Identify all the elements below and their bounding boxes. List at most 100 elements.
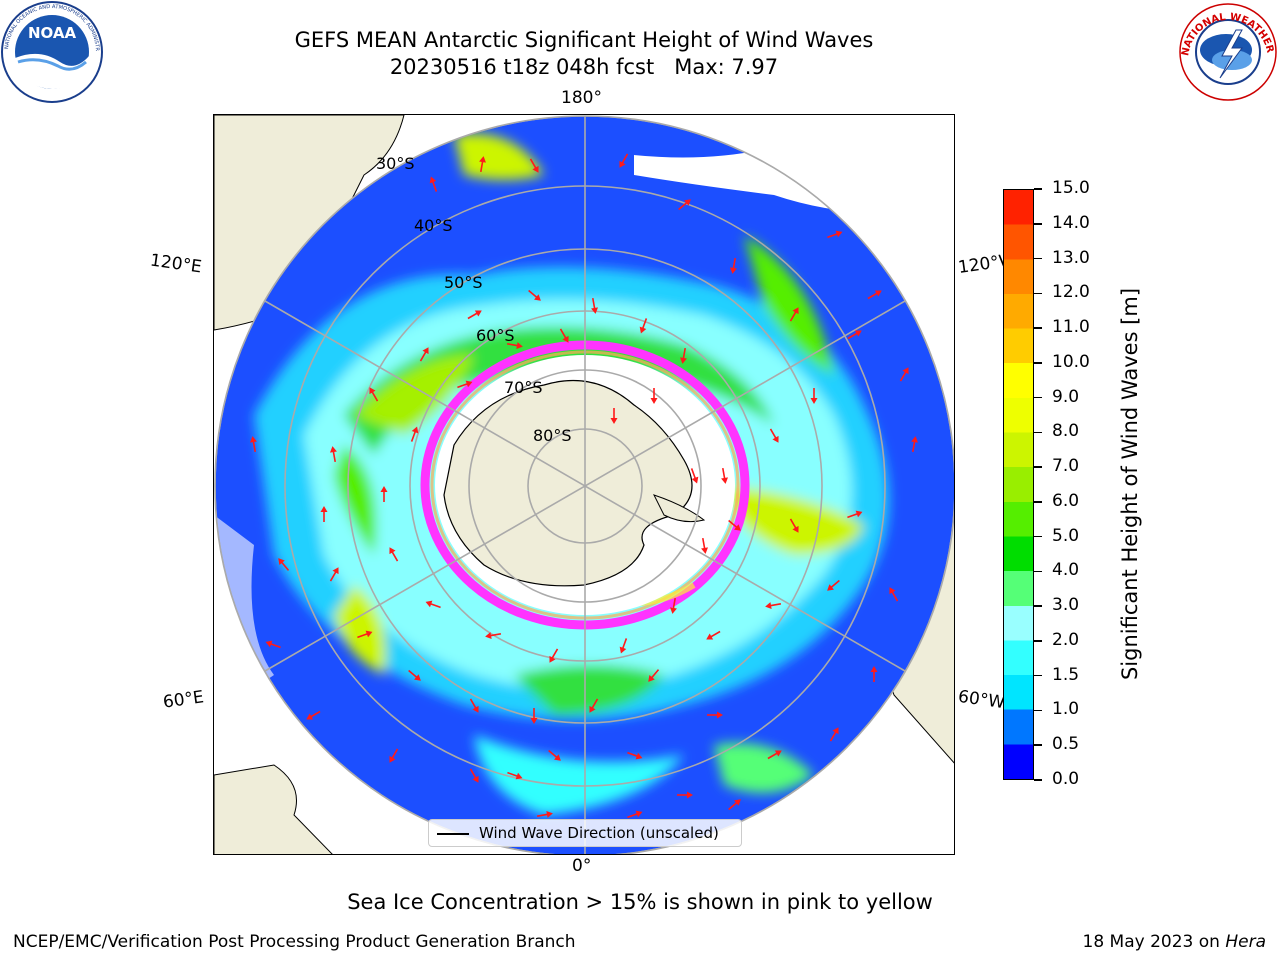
- colorbar-tick-label: 2.0: [1052, 629, 1080, 650]
- wave-direction-arrow: [899, 367, 909, 382]
- colorbar-tick-label: 6.0: [1052, 490, 1080, 511]
- colorbar-tick-label: 9.0: [1052, 386, 1080, 407]
- colorbar-tick-label: 7.0: [1052, 456, 1080, 477]
- lat-label-70s: 70°S: [504, 378, 543, 397]
- lon-label-60e: 60°E: [161, 687, 206, 713]
- wave-direction-arrow: [419, 347, 429, 362]
- colorbar-tick-label: 8.0: [1052, 421, 1080, 442]
- lat-label-40s: 40°S: [414, 216, 453, 235]
- colorbar-label: Significant Height of Wind Waves [m]: [1118, 287, 1142, 681]
- wave-direction-arrow: [765, 602, 782, 609]
- wave-direction-arrow: [827, 579, 840, 591]
- wave-direction-arrow: [769, 428, 779, 443]
- wave-direction-arrow: [728, 519, 741, 531]
- wave-direction-arrow: [467, 310, 482, 320]
- wave-direction-arrow: [767, 750, 782, 760]
- nws-logo: NATIONAL WEATHER SERVICE: [1176, 0, 1277, 101]
- wave-direction-arrow: [730, 257, 737, 274]
- colorbar-tick-label: 1.0: [1052, 699, 1080, 720]
- lat-label-30s: 30°S: [376, 154, 415, 173]
- colorbar-tick-mark: [1034, 396, 1042, 399]
- lon-label-60w: 60°W: [956, 686, 1007, 714]
- wave-direction-arrow: [410, 426, 419, 442]
- colorbar-tick-label: 11.0: [1052, 317, 1090, 338]
- lat-label-50s: 50°S: [444, 273, 483, 292]
- colorbar-tick-mark: [1034, 257, 1042, 260]
- wave-direction-arrow: [548, 749, 561, 761]
- wave-direction-arrow: [867, 290, 882, 300]
- chart-subtitle: 20230516 t18z 048h fcst Max: 7.97: [389, 55, 779, 79]
- wave-direction-arrow: [911, 436, 918, 453]
- wave-direction-arrow: [389, 547, 399, 562]
- wave-direction-arrow: [369, 387, 379, 402]
- wave-direction-arrow: [650, 388, 658, 404]
- wave-direction-arrow: [357, 630, 373, 639]
- antarctic-peninsula: [653, 494, 706, 523]
- colorbar-tick-mark: [1034, 535, 1042, 538]
- wave-direction-arrow: [728, 799, 741, 811]
- wave-direction-arrow: [610, 408, 618, 424]
- wave-direction-arrow: [810, 388, 818, 404]
- wave-direction-arrow: [479, 156, 486, 173]
- wave-direction-arrow: [847, 330, 862, 340]
- wave-direction-arrow: [559, 328, 569, 343]
- wave-direction-arrow: [627, 810, 643, 819]
- noaa-logo: NOAA NATIONAL OCEANIC AND ATMOSPHERIC AD…: [0, 0, 103, 103]
- wave-direction-arrow: [425, 600, 441, 609]
- colorbar-tick-label: 0.0: [1052, 769, 1080, 789]
- lat-label-60s: 60°S: [476, 326, 515, 345]
- wave-direction-arrow: [639, 318, 648, 334]
- wave-direction-arrow: [469, 698, 479, 713]
- colorbar-tick-label: 3.0: [1052, 595, 1080, 616]
- wave-direction-arrow: [619, 638, 628, 654]
- wave-direction-arrow: [250, 436, 257, 453]
- wave-direction-arrow: [380, 486, 388, 502]
- polar-map: 30°S 40°S 50°S 60°S 70°S 80°S Wind Wave …: [213, 114, 955, 855]
- run-date: 18 May 2023 on: [1082, 932, 1220, 952]
- colorbar-tick-mark: [1034, 744, 1042, 746]
- colorbar-tick-mark: [1034, 292, 1042, 295]
- colorbar-tick-label: 13.0: [1052, 247, 1090, 268]
- wave-direction-arrow: [485, 632, 502, 639]
- colorbar-tick-label: 14.0: [1052, 212, 1090, 233]
- lon-label-180: 180°: [561, 88, 602, 108]
- wave-direction-arrow: [529, 158, 539, 173]
- colorbar-tick-mark: [1034, 188, 1042, 190]
- wave-direction-arrow: [329, 567, 339, 582]
- colorbar-tick-mark: [1034, 362, 1042, 364]
- sea-ice-note: Sea Ice Concentration > 15% is shown in …: [347, 890, 933, 914]
- wave-direction-arrow: [591, 297, 598, 314]
- wave-direction-arrow: [408, 669, 421, 681]
- wave-direction-arrow: [789, 307, 799, 322]
- colorbar-tick-mark: [1034, 327, 1042, 329]
- wave-direction-arrow: [706, 630, 721, 640]
- wave-direction-arrow: [589, 698, 599, 713]
- colorbar-tick-label: 1.5: [1052, 664, 1080, 685]
- wave-direction-arrow: [889, 587, 899, 602]
- map-canvas: 30°S 40°S 50°S 60°S 70°S 80°S: [214, 115, 954, 854]
- wave-direction-arrow: [265, 640, 281, 649]
- africa-land: [214, 764, 333, 854]
- colorbar-tick-mark: [1034, 223, 1042, 225]
- run-host: Hera: [1225, 932, 1266, 952]
- wave-direction-arrow: [670, 597, 677, 614]
- colorbar-tick-mark: [1034, 570, 1042, 573]
- wave-direction-arrow: [701, 537, 708, 554]
- wave-direction-arrow: [707, 711, 723, 719]
- graticule: [215, 116, 954, 854]
- legend-label: Wind Wave Direction (unscaled): [479, 824, 719, 842]
- wave-direction-arrow: [457, 380, 473, 389]
- wave-direction-arrow: [677, 791, 693, 799]
- wave-direction-arrow: [829, 727, 839, 742]
- colorbar-tick-label: 15.0: [1052, 178, 1090, 198]
- wave-direction-arrow: [847, 510, 863, 519]
- run-credit: 18 May 2023 on Hera: [1083, 932, 1267, 952]
- wave-direction-arrow: [789, 518, 799, 533]
- wave-direction-arrow: [549, 648, 559, 663]
- colorbar-tick-mark: [1034, 674, 1042, 677]
- colorbar-tick-mark: [1034, 466, 1042, 468]
- wave-direction-arrow: [627, 751, 643, 760]
- wave-direction-arrow: [306, 710, 321, 720]
- wave-direction-arrow: [678, 199, 691, 211]
- lon-label-0: 0°: [572, 856, 592, 876]
